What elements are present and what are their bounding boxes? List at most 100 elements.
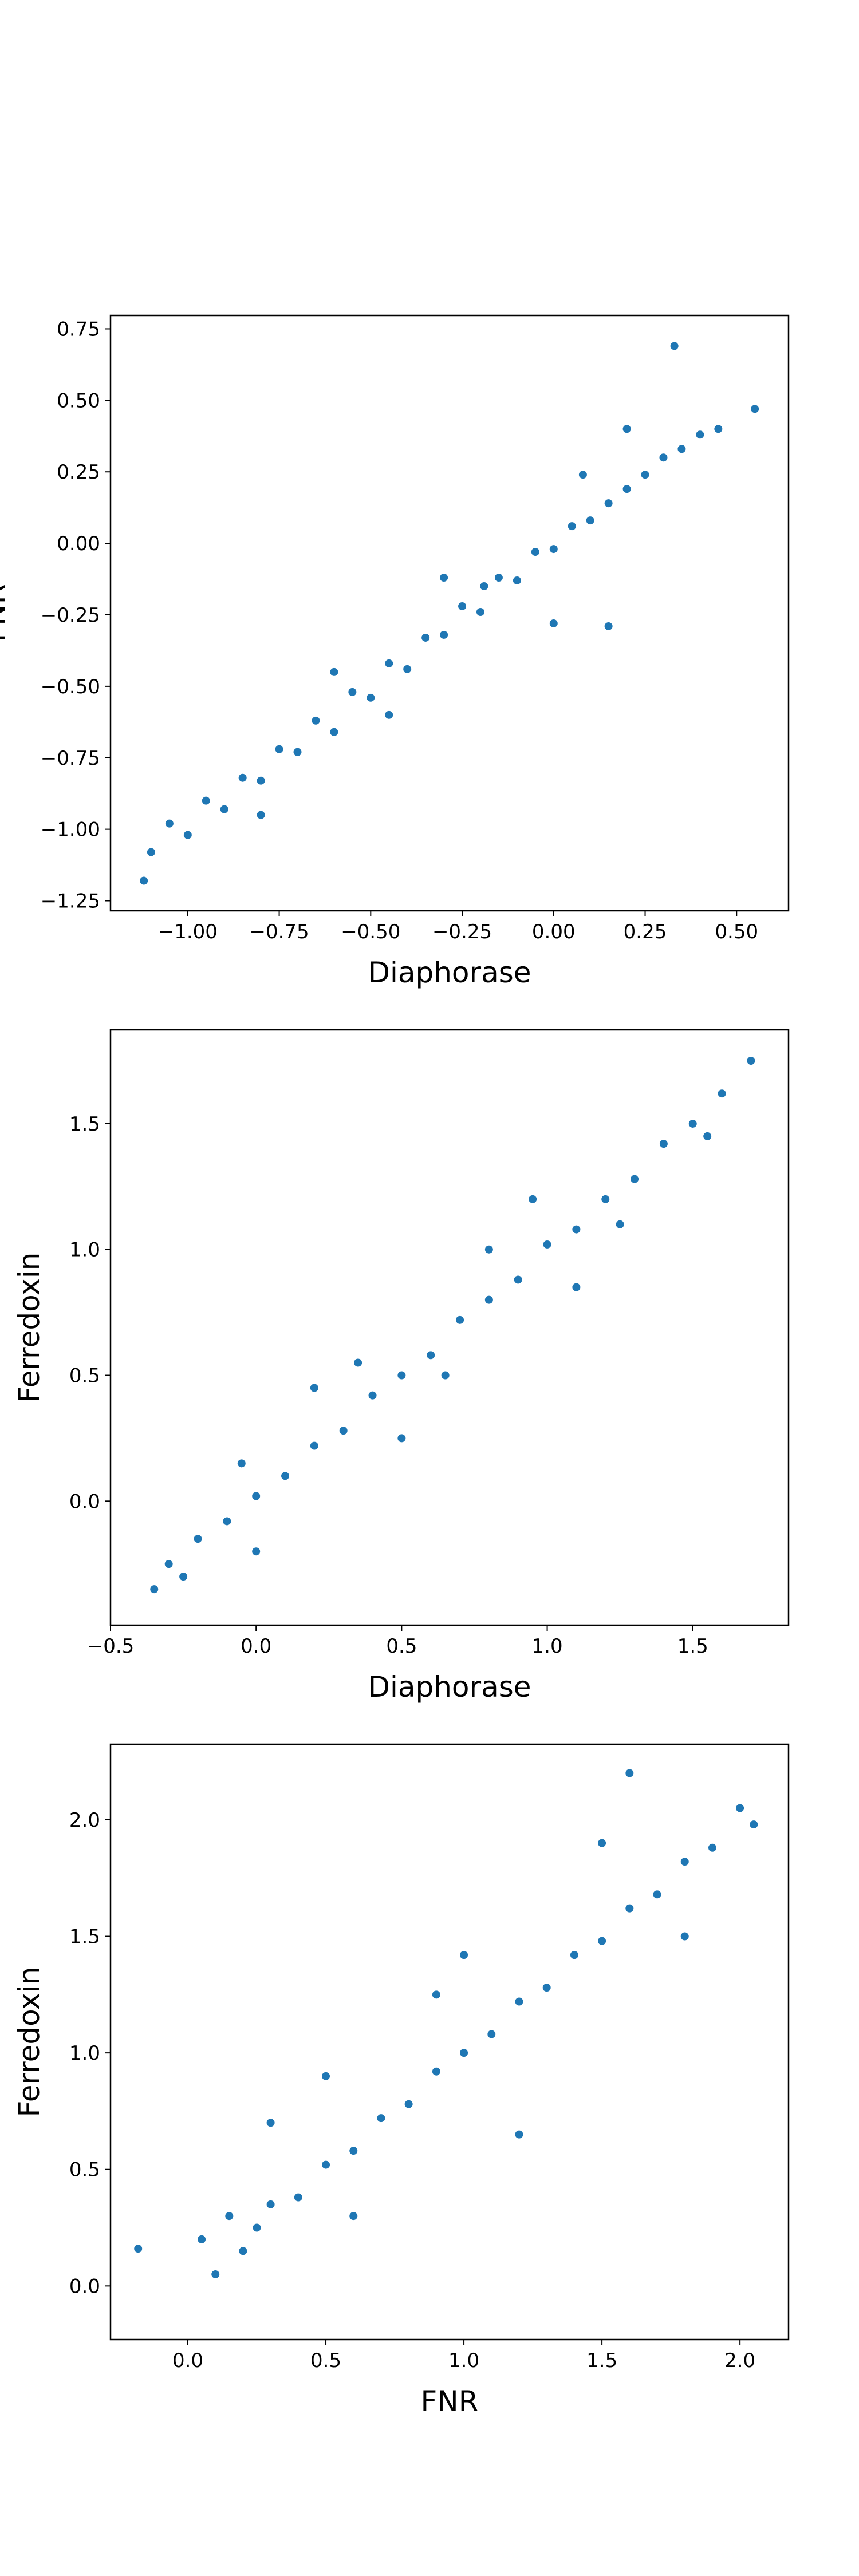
scatter-point <box>194 1535 202 1543</box>
scatter-point <box>616 1220 624 1228</box>
scatter-point <box>147 848 155 856</box>
scatter-point <box>252 1492 261 1500</box>
scatter-point <box>751 405 759 413</box>
scatter-point <box>572 1283 581 1291</box>
scatter-point <box>349 2212 358 2221</box>
scatter-point <box>403 665 412 673</box>
scatter-chart: −0.5 0.0 0.5 1.0 1.5 0.0 0.5 1.0 1.5 Diaphorase Fe… <box>13 1029 790 1704</box>
y-tick-label: 0.50 <box>57 389 100 412</box>
scatter-point <box>703 1132 712 1140</box>
y-tick-label: −0.75 <box>41 747 100 770</box>
x-tick-label: −1.00 <box>158 920 218 943</box>
y-tick-label: 0.75 <box>57 318 100 341</box>
y-tick-label: 1.5 <box>69 1113 100 1136</box>
scatter-point <box>487 2030 496 2038</box>
scatter-point <box>578 471 587 479</box>
scatter-point <box>367 693 375 702</box>
scatter-point <box>252 1547 261 1556</box>
x-tick-label: −0.50 <box>341 920 400 943</box>
scatter-point <box>220 805 228 813</box>
scatter-point <box>165 819 174 828</box>
scatter-point <box>688 1119 697 1128</box>
scatter-point <box>202 796 210 805</box>
y-tick-label: 0.25 <box>57 461 100 484</box>
scatter-point <box>604 499 613 508</box>
x-tick-label: 1.0 <box>448 2349 479 2372</box>
scatter-point <box>179 1573 188 1581</box>
scatter-point <box>696 430 704 439</box>
scatter-point <box>680 1932 689 1941</box>
scatter-point <box>349 2147 358 2155</box>
scatter-point <box>150 1585 159 1594</box>
x-tick-label: 0.25 <box>624 920 667 943</box>
scatter-point <box>513 576 521 585</box>
scatter-point <box>312 716 320 725</box>
scatter-point <box>211 2270 220 2278</box>
y-tick-label: 0.0 <box>69 2275 100 2298</box>
scatter-point <box>404 2100 413 2108</box>
scatter-point <box>484 1295 493 1304</box>
scatter-point <box>266 2119 275 2127</box>
scatter-point <box>330 667 338 676</box>
scatter-point <box>293 748 302 756</box>
scatter-point <box>441 1371 450 1380</box>
scatter-point <box>456 1315 464 1324</box>
x-tick-label: 0.0 <box>241 1635 271 1658</box>
scatter-chart: −1.00 −0.75 −0.50 −0.25 0.00 0.25 0.50 0.75 0.50… <box>0 314 790 989</box>
y-tick-label: −0.50 <box>41 675 100 698</box>
scatter-point <box>484 1245 493 1254</box>
scatter-point <box>677 445 686 453</box>
y-tick-label: 0.00 <box>57 532 100 555</box>
y-tick-label: 1.5 <box>69 1926 100 1949</box>
scatter-point <box>747 1057 755 1065</box>
y-axis-label: Ferredoxin <box>13 1967 46 2117</box>
scatter-point <box>354 1358 362 1367</box>
scatter-point <box>281 1472 290 1480</box>
x-tick-label: 2.0 <box>724 2349 755 2372</box>
y-axis-label: FNR <box>0 584 11 642</box>
x-tick-label: 1.5 <box>677 1635 708 1658</box>
x-tick-label: 0.5 <box>310 2349 341 2372</box>
y-tick-label: 0.5 <box>69 1365 100 1388</box>
scatter-point <box>397 1434 406 1443</box>
scatter-point <box>385 710 393 719</box>
scatter-point <box>659 1140 668 1148</box>
x-tick-label: 0.00 <box>532 920 576 943</box>
x-tick-label: 0.50 <box>715 920 758 943</box>
scatter-point <box>253 2223 261 2232</box>
scatter-point <box>440 630 448 639</box>
scatter-point <box>598 1937 606 1945</box>
scatter-point <box>625 1904 634 1913</box>
x-tick-label: −0.75 <box>249 920 309 943</box>
scatter-point <box>183 831 192 839</box>
scatter-point <box>568 522 576 531</box>
scatter-point <box>750 1820 758 1829</box>
scatter-point <box>543 1240 551 1249</box>
scatter-point <box>294 2193 302 2202</box>
scatter-point <box>549 619 558 627</box>
scatter-chart: 0.0 0.5 1.0 1.5 2.0 0.0 0.5 1.0 1.5 2.0 FNR Ferredo… <box>13 1743 790 2418</box>
scatter-point <box>714 425 723 433</box>
scatter-point <box>257 776 265 785</box>
scatter-point <box>572 1225 581 1234</box>
scatter-point <box>601 1195 610 1203</box>
scatter-point <box>549 545 558 554</box>
axes-frame <box>109 1029 790 1626</box>
y-tick-label: 0.0 <box>69 1490 100 1513</box>
scatter-point <box>322 2160 330 2169</box>
scatter-point <box>368 1391 377 1400</box>
scatter-point <box>718 1089 726 1098</box>
scatter-point <box>586 516 594 525</box>
scatter-point <box>397 1371 406 1380</box>
x-tick-label: 0.0 <box>172 2349 203 2372</box>
y-tick-label: 2.0 <box>69 1809 100 1832</box>
scatter-point <box>310 1441 318 1450</box>
scatter-point <box>515 2130 523 2139</box>
x-axis-label: Diaphorase <box>368 956 531 989</box>
scatter-point <box>460 2049 468 2057</box>
scatter-point <box>310 1384 318 1392</box>
scatter-point <box>708 1843 716 1852</box>
scatter-point <box>494 574 503 582</box>
scatter-point <box>238 773 247 782</box>
scatter-point <box>641 471 649 479</box>
